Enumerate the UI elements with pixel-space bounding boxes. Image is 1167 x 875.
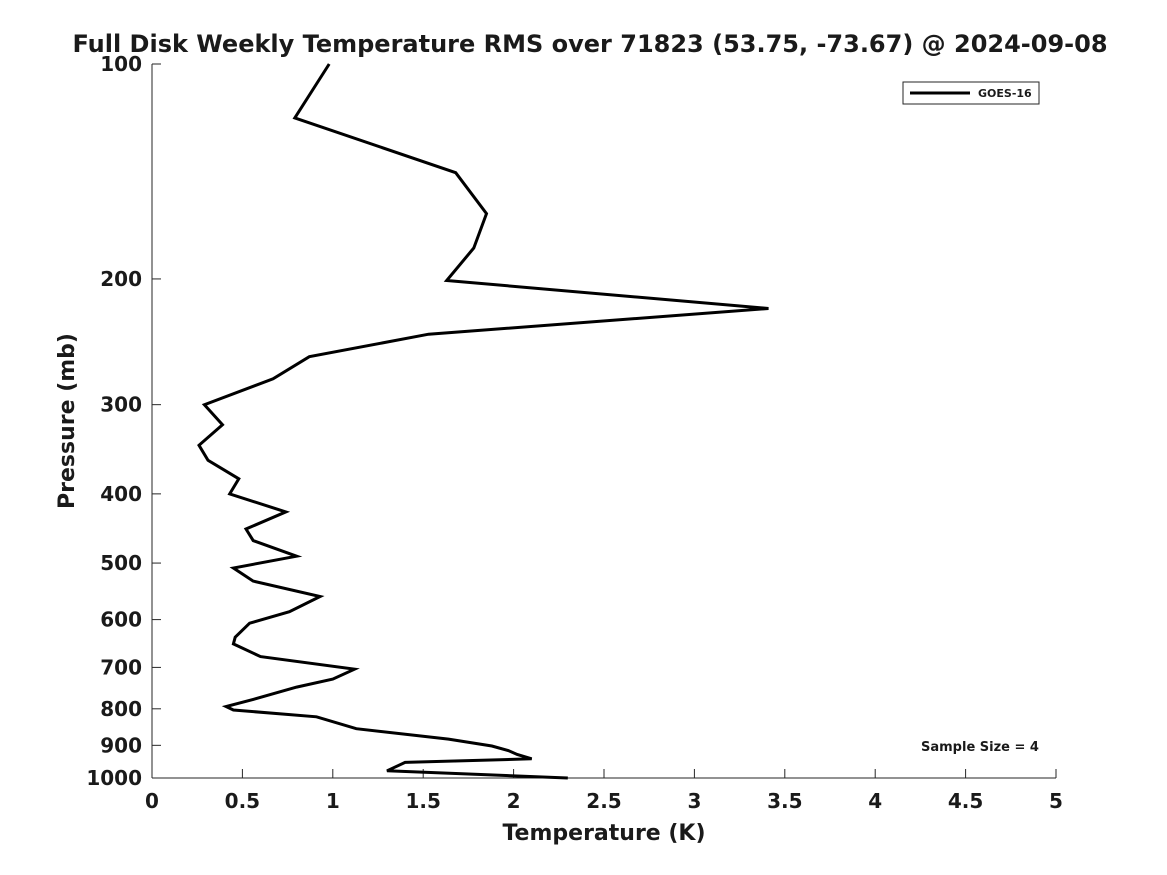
y-tick-label: 800 (100, 697, 142, 721)
y-tick-label: 100 (100, 52, 142, 76)
y-tick-label: 700 (100, 655, 142, 679)
x-tick-label: 2.5 (586, 789, 621, 813)
y-tick-label: 400 (100, 482, 142, 506)
series-line-goes-16 (197, 63, 769, 780)
legend: GOES-16 (902, 81, 1040, 105)
x-tick-label: 1.5 (405, 789, 440, 813)
x-tick-label: 4 (868, 789, 882, 813)
x-axis-ticks: 0 0.5 1 1.5 2 2.5 3 3.5 4 4.5 5 (145, 769, 1063, 813)
x-tick-label: 0.5 (225, 789, 260, 813)
plot-area (151, 64, 1056, 779)
y-tick-label: 500 (100, 551, 142, 575)
x-tick-label: 2 (507, 789, 521, 813)
y-tick-label: 300 (100, 393, 142, 417)
x-tick-label: 3.5 (767, 789, 802, 813)
y-axis-label: Pressure (mb) (55, 333, 80, 509)
y-axis-ticks: 100 200 300 400 500 600 700 800 900 1000 (86, 52, 161, 790)
y-tick-label: 200 (100, 267, 142, 291)
y-tick-label: 600 (100, 608, 142, 632)
series-layer (197, 63, 769, 780)
legend-box (902, 81, 1040, 105)
x-tick-label: 3 (687, 789, 701, 813)
y-tick-label: 900 (100, 733, 142, 757)
x-tick-label: 0 (145, 789, 159, 813)
x-tick-label: 1 (326, 789, 340, 813)
sample-size-annotation: Sample Size = 4 (921, 740, 1039, 755)
y-tick-label: 1000 (86, 766, 142, 790)
x-tick-label: 5 (1049, 789, 1063, 813)
chart-title: Full Disk Weekly Temperature RMS over 71… (72, 30, 1107, 58)
legend-label-goes-16: GOES-16 (978, 87, 1032, 100)
x-axis-label: Temperature (K) (502, 821, 705, 846)
x-tick-label: 4.5 (948, 789, 983, 813)
